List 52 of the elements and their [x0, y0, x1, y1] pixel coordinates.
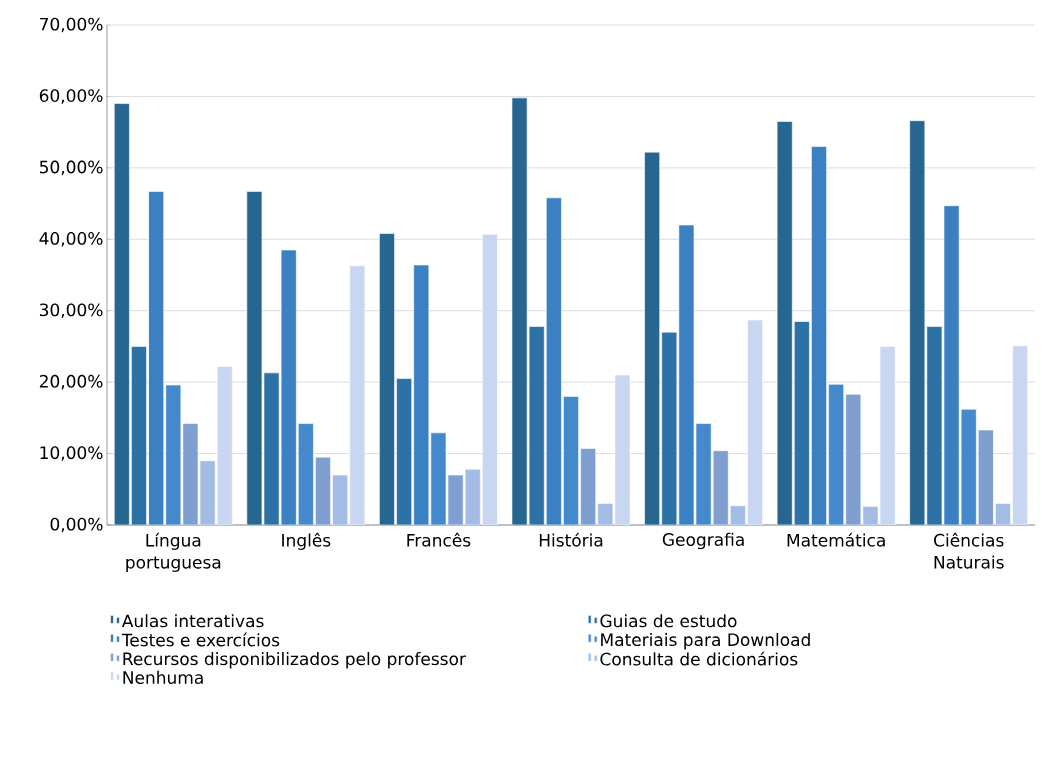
- bar: [315, 456, 331, 525]
- legend-label: Testes e exercícios: [121, 632, 280, 647]
- bar: [712, 450, 729, 525]
- y-tick-label: 30,00%: [39, 303, 103, 319]
- bar: [280, 249, 297, 525]
- bar: [926, 326, 943, 525]
- x-tick-label: Geografia: [662, 532, 744, 550]
- x-tick-label: História: [539, 532, 603, 547]
- bar: [811, 146, 827, 525]
- legend-label: Materiais para Download: [601, 632, 810, 650]
- bar: [165, 384, 182, 525]
- x-tick-label: Língua portuguesa: [126, 532, 221, 572]
- bar: [960, 408, 977, 525]
- bar: [661, 331, 678, 525]
- bar: [793, 321, 810, 525]
- legend-label: Consulta de dicionários: [600, 651, 798, 666]
- y-tick-label: 0,00%: [50, 517, 103, 533]
- bar: [845, 393, 862, 525]
- y-tick-label: 60,00%: [39, 89, 103, 104]
- bar: [978, 429, 994, 525]
- bar: [216, 366, 233, 525]
- bar: [482, 233, 498, 525]
- bar: [199, 460, 216, 525]
- bar: [413, 264, 430, 525]
- x-tick-label: Ciências Naturais: [934, 532, 1004, 569]
- bar: [563, 396, 579, 525]
- y-tick-label: 20,00%: [39, 374, 103, 390]
- bar: [1012, 345, 1029, 525]
- bar: [148, 191, 165, 525]
- bar: [131, 346, 147, 525]
- bar: [396, 378, 413, 525]
- x-tick-label: Francês: [407, 532, 471, 547]
- legend-label: Guias de estudo: [600, 614, 737, 628]
- legend-label: Nenhuma: [123, 670, 203, 684]
- bar: [297, 423, 314, 525]
- y-tick-label: 70,00%: [40, 17, 103, 33]
- bar: [879, 346, 896, 525]
- bar: [349, 265, 366, 525]
- bar: [528, 326, 545, 525]
- bar: [580, 448, 597, 525]
- bar: [695, 423, 712, 525]
- legend-label: Recursos disponibilizados pelo professor: [123, 652, 466, 669]
- x-tick-label: Inglês: [282, 532, 331, 550]
- bar: [828, 383, 845, 525]
- y-tick-label: 10,00%: [40, 446, 103, 461]
- bar: [464, 468, 481, 525]
- bar: [747, 319, 763, 525]
- y-tick-label: 40,00%: [39, 231, 103, 247]
- legend-label: Aulas interativas: [121, 614, 264, 628]
- y-tick-label: 50,00%: [39, 160, 103, 176]
- x-tick-label: Matemática: [787, 532, 885, 547]
- bar: [545, 197, 562, 525]
